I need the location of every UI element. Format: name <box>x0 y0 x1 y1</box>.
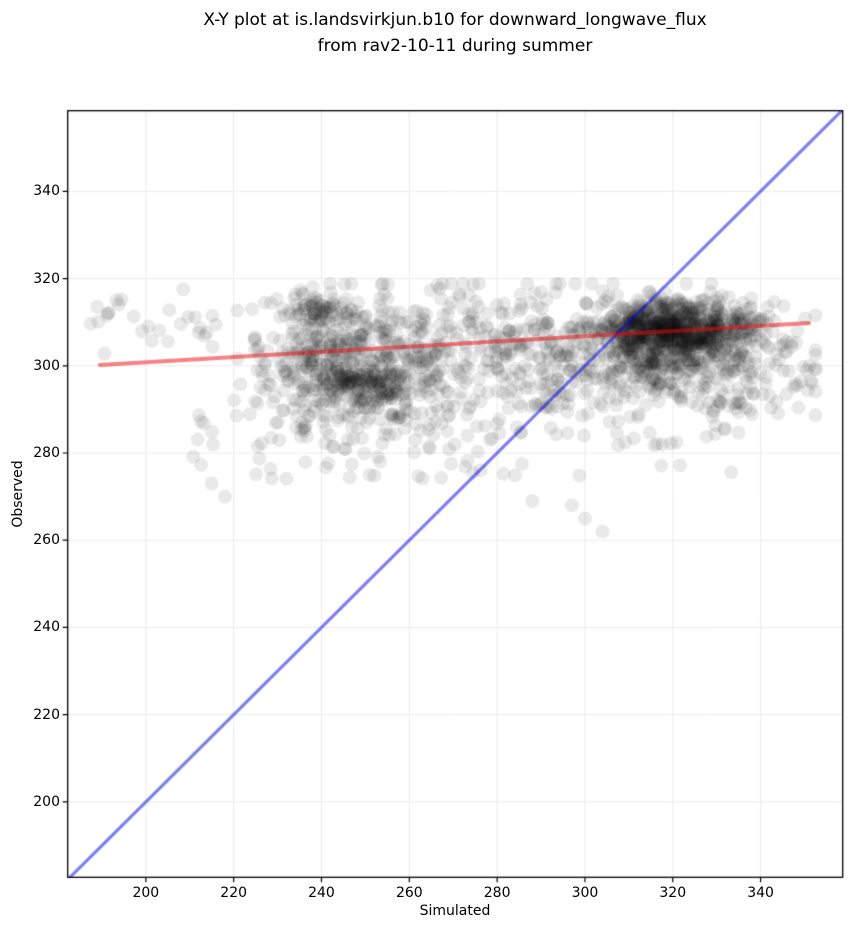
x-tick-label: 220 <box>220 885 248 901</box>
chart-title-line1: X-Y plot at is.landsvirkjun.b10 for down… <box>203 10 707 30</box>
y-tick-label: 220 <box>33 706 60 723</box>
y-tick-label: 200 <box>33 793 60 810</box>
x-tick-label: 240 <box>308 885 335 901</box>
chart-title-line2: from rav2-10-11 during summer <box>317 36 593 56</box>
x-tick-label: 320 <box>659 885 687 901</box>
y-tick-label: 240 <box>33 619 60 636</box>
x-tick-label: 200 <box>132 885 160 901</box>
y-tick-label: 320 <box>33 270 60 287</box>
y-axis-label: Observed <box>10 460 26 528</box>
y-tick-label: 260 <box>33 532 60 549</box>
chart-title: X-Y plot at is.landsvirkjun.b10 for down… <box>203 7 706 59</box>
y-tick-label: 340 <box>33 183 60 200</box>
x-tick-label: 300 <box>571 885 599 901</box>
y-tick-label: 280 <box>33 445 60 461</box>
x-axis-label: Simulated <box>419 903 491 919</box>
y-tick-label: 300 <box>33 357 60 374</box>
x-tick-label: 280 <box>483 885 511 901</box>
x-tick-label: 340 <box>747 885 774 901</box>
x-tick-label: 260 <box>395 885 423 901</box>
